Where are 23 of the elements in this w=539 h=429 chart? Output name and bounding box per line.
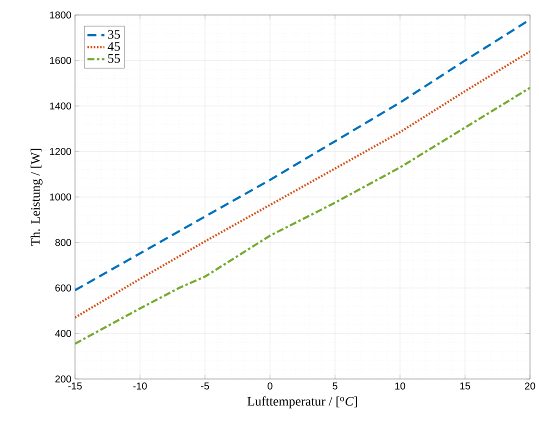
y-tick-label: 1000 xyxy=(50,193,72,201)
y-tick-label: 1400 xyxy=(50,102,72,110)
y-tick-label: 1600 xyxy=(50,56,72,64)
x-tick-label: 20 xyxy=(524,382,536,390)
legend-label: 55 xyxy=(108,54,120,63)
y-tick-label: 800 xyxy=(55,238,72,246)
x-tick-label: -5 xyxy=(201,382,210,390)
y-tick-label: 1800 xyxy=(50,11,72,19)
y-tick-label: 600 xyxy=(55,284,72,292)
y-tick-label: 400 xyxy=(55,330,72,338)
x-tick-label: 15 xyxy=(460,382,470,390)
y-tick-label: 200 xyxy=(55,375,72,383)
y-axis-title: Th. Leistung / [W] xyxy=(30,148,42,246)
x-tick-label: 5 xyxy=(332,382,338,390)
x-tick-label: 0 xyxy=(268,382,272,390)
x-tick-label: 10 xyxy=(395,382,406,390)
line-series xyxy=(75,50,530,319)
legend-label: 45 xyxy=(108,42,120,51)
x-tick-label: -10 xyxy=(133,382,147,390)
x-axis-title: Lufttemperatur / [$^{o}$C] xyxy=(247,396,357,408)
x-tick-label: -15 xyxy=(68,382,82,390)
legend-label: 35 xyxy=(108,30,120,39)
y-tick-label: 1200 xyxy=(50,148,72,156)
